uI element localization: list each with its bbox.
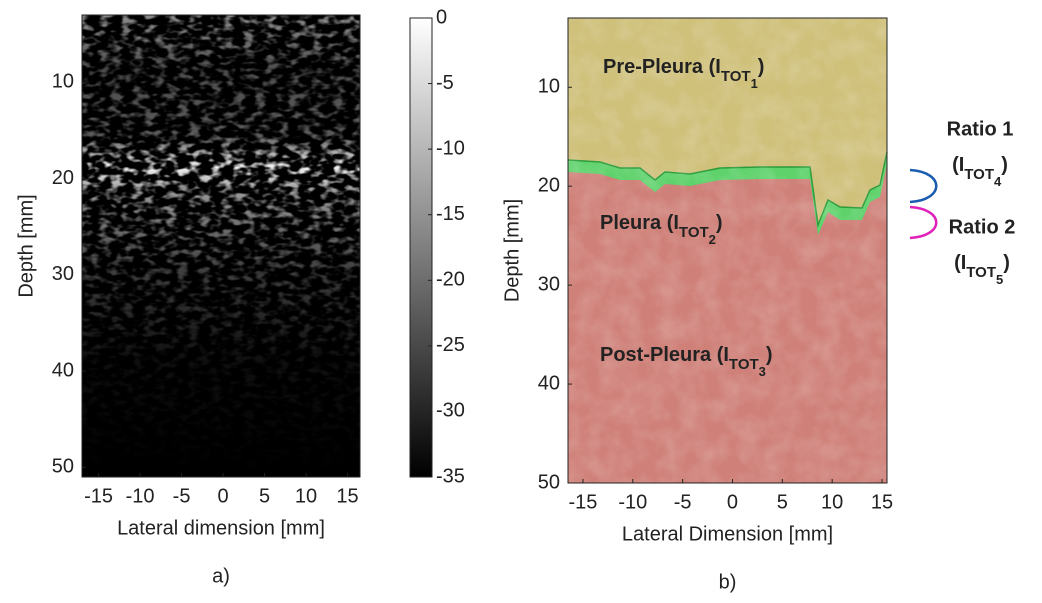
y-tick-label: 30 — [538, 273, 560, 295]
label: Post-Pleura (ITOT3) — [600, 344, 773, 379]
label-text: Pleura (I — [600, 212, 679, 234]
colorbar-tick-label: -15 — [436, 203, 465, 225]
y-tick-label: 20 — [538, 174, 560, 196]
y-tick-label: 10 — [538, 76, 560, 98]
y-tick-label: 40 — [538, 372, 560, 394]
subscript: TOT — [964, 166, 994, 183]
x-axis-label: Lateral dimension [mm] — [117, 517, 325, 539]
ratio-bracket — [909, 205, 938, 240]
y-tick-label: 30 — [52, 263, 74, 285]
y-tick-label: 10 — [52, 71, 74, 93]
colorbar-tick-label: -35 — [436, 465, 465, 487]
label-text: Post-Pleura (I — [600, 344, 729, 366]
x-tick-label: 15 — [871, 491, 893, 513]
x-tick-label: -15 — [569, 491, 598, 513]
label-text: ) — [1001, 154, 1008, 176]
plot-frame — [81, 14, 361, 478]
label-text: ) — [758, 56, 765, 78]
y-tick-label: 50 — [538, 471, 560, 493]
colorbar-tick-label: 0 — [436, 6, 447, 28]
x-tick-label: 15 — [336, 485, 358, 507]
plot-frame — [567, 17, 888, 484]
subscript: TOT — [966, 264, 996, 281]
subscript-index: 2 — [709, 232, 716, 247]
label: Pleura (ITOT2) — [600, 212, 723, 247]
y-tick-label: 40 — [52, 359, 74, 381]
y-tick-label: 20 — [52, 167, 74, 189]
label-text: ) — [716, 212, 723, 234]
label-text: (I — [952, 154, 964, 176]
x-tick-label: -10 — [126, 485, 155, 507]
ratio-term: (ITOT4) — [952, 154, 1008, 189]
x-tick-label: 10 — [295, 485, 317, 507]
subscript: TOT — [679, 224, 709, 241]
x-axis-label: Lateral Dimension [mm] — [622, 523, 833, 545]
ratio-bracket — [909, 168, 938, 204]
label: Pre-Pleura (ITOT1) — [603, 56, 764, 91]
label-text: Pre-Pleura (I — [603, 56, 721, 78]
x-tick-label: -10 — [618, 491, 647, 513]
x-tick-label: -15 — [84, 485, 113, 507]
colorbar-tick-label: -30 — [436, 400, 465, 422]
colorbar-tick-label: -20 — [436, 269, 465, 291]
speckle — [82, 15, 360, 477]
x-tick-label: 5 — [777, 491, 788, 513]
label-text: ) — [766, 344, 773, 366]
colorbar-tick-label: -10 — [436, 137, 465, 159]
label-text: (I — [954, 252, 966, 274]
subscript-index: 4 — [994, 174, 1002, 189]
subscript-index: 3 — [759, 364, 766, 379]
ratio-name: Ratio 1 — [947, 118, 1014, 140]
y-axis-label: Depth [mm] — [501, 199, 523, 302]
x-tick-label: 5 — [259, 485, 270, 507]
subscript-index: 5 — [996, 272, 1003, 287]
ratio-term: (ITOT5) — [954, 252, 1010, 287]
x-tick-label: 0 — [727, 491, 738, 513]
colorbar-tick-label: -25 — [436, 334, 465, 356]
colorbar-tick-label: -5 — [436, 72, 454, 94]
subscript: TOT — [721, 68, 751, 85]
caption: a) — [212, 565, 230, 587]
x-tick-label: -5 — [173, 485, 191, 507]
colorbar — [409, 17, 433, 478]
x-tick-label: -5 — [674, 491, 692, 513]
x-tick-label: 10 — [821, 491, 843, 513]
caption: b) — [719, 571, 737, 593]
label-text: ) — [1003, 252, 1010, 274]
texture — [568, 18, 887, 483]
subscript: TOT — [729, 356, 759, 373]
ratio-name: Ratio 2 — [949, 216, 1016, 238]
y-tick-label: 50 — [52, 456, 74, 478]
x-tick-label: 0 — [218, 485, 229, 507]
subscript-index: 1 — [751, 76, 758, 91]
y-axis-label: Depth [mm] — [15, 194, 37, 297]
